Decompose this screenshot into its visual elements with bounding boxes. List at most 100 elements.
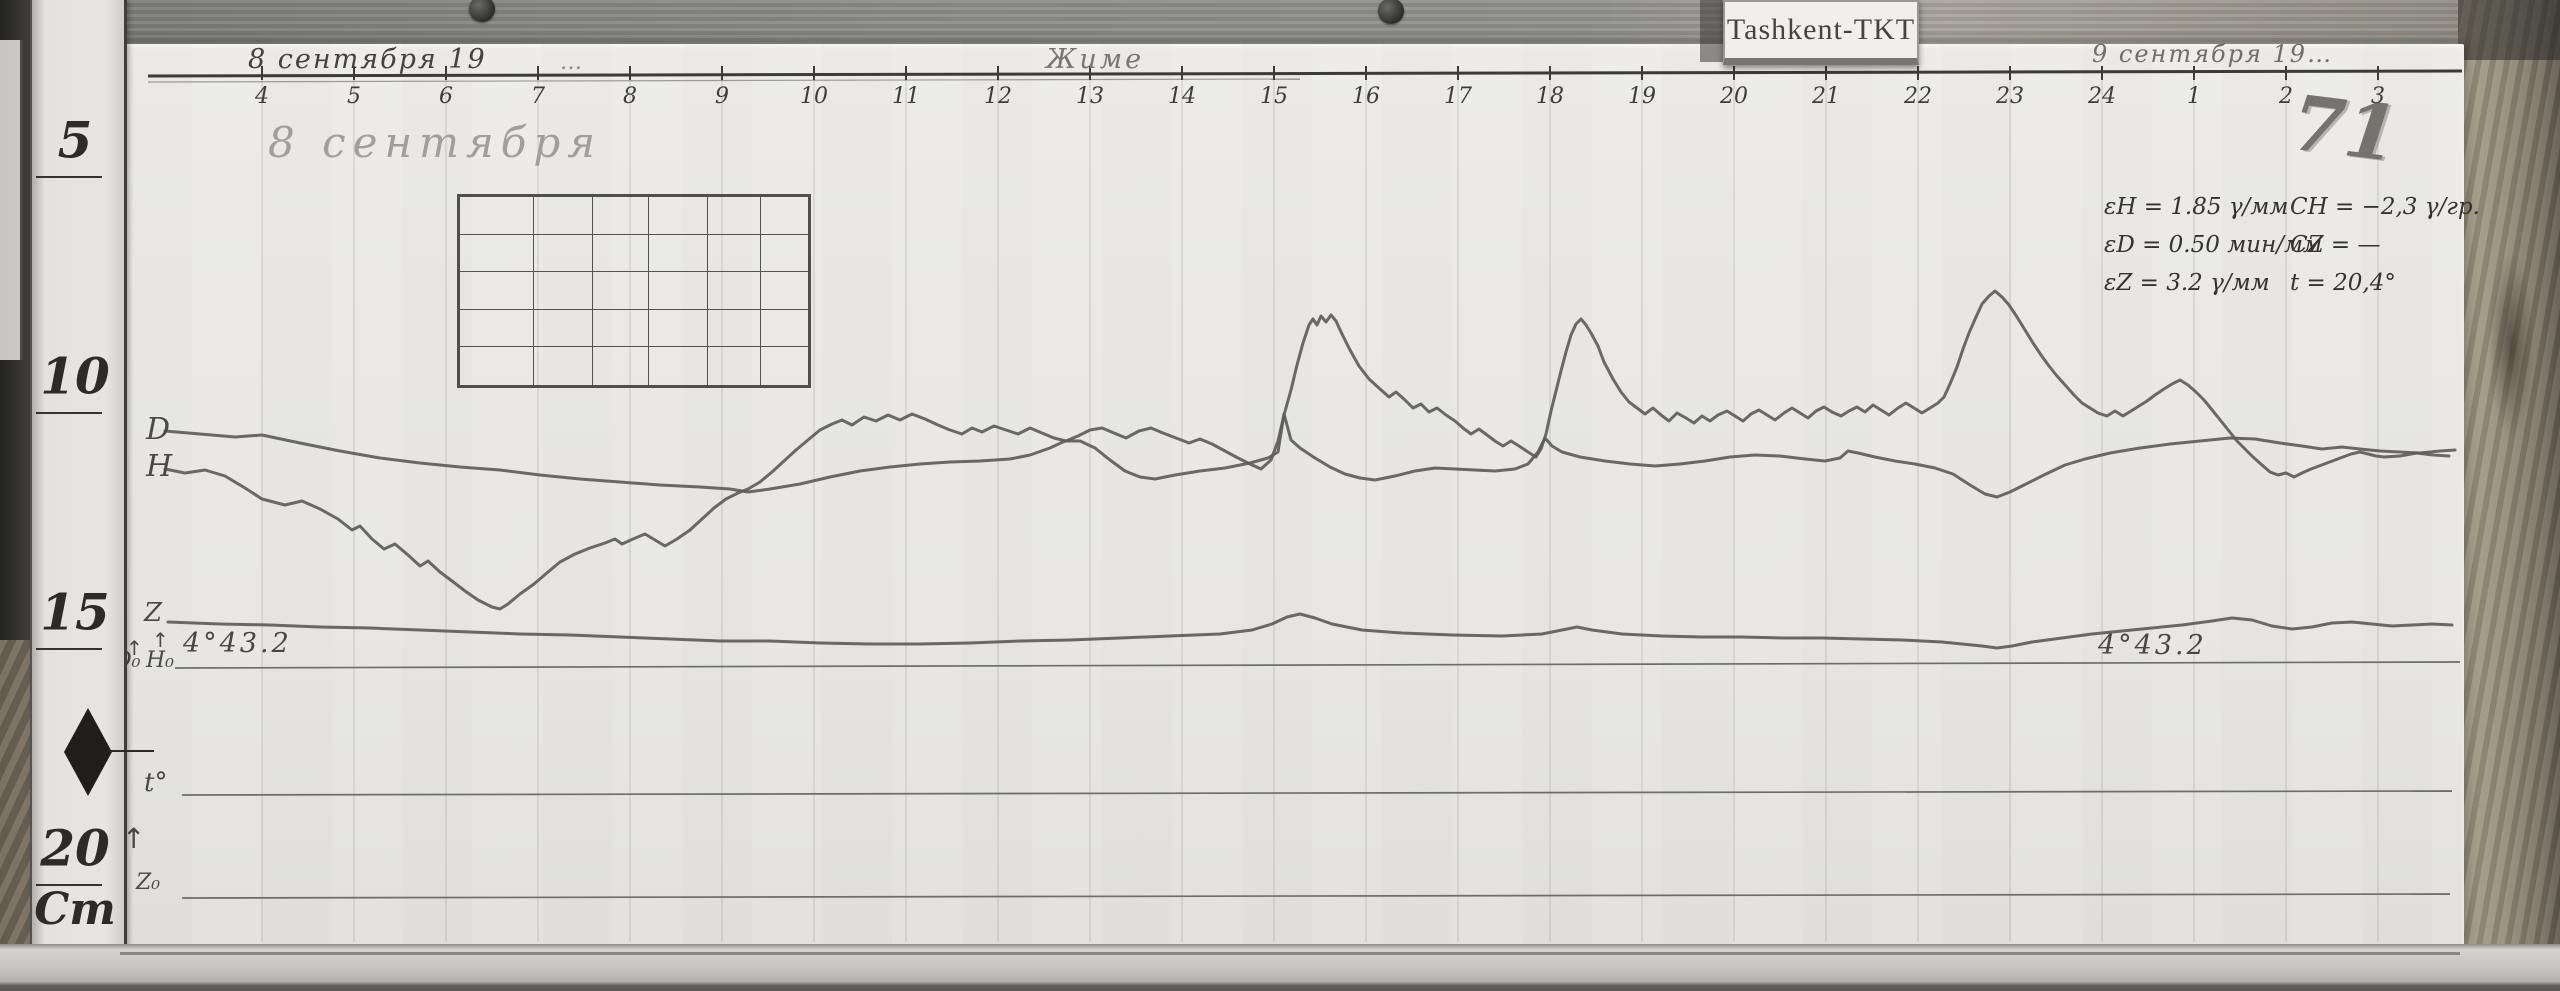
- table-cell: [648, 309, 708, 348]
- baseline-label-h0: H₀: [146, 648, 175, 673]
- up-arrow-icon: ↑: [126, 636, 143, 660]
- hour-label-14: 14: [1168, 84, 1196, 109]
- ruler-mark-5: 5: [57, 110, 93, 170]
- table-cell: [760, 197, 808, 235]
- table-cell: [460, 272, 534, 310]
- baseline-label-z0: Z₀: [136, 870, 161, 895]
- table-cell: [460, 309, 534, 348]
- table-cell: [707, 197, 761, 235]
- table-cell: [649, 347, 708, 385]
- calibration-right: CH = −2,3 γ/гр.: [2290, 194, 2480, 220]
- baseline-value-left: 4°43.2: [183, 628, 292, 659]
- hour-label-9: 9: [715, 84, 729, 109]
- hour-label-12: 12: [984, 84, 1012, 109]
- table-cell: [648, 234, 708, 273]
- ruler-section-line: [36, 648, 102, 650]
- ruler-diamond-marker: [64, 708, 112, 796]
- time-scale-line-secondary: [147, 78, 1301, 83]
- date-end-ink: 9 сентября 19…: [2092, 40, 2334, 68]
- table-cell: [648, 272, 708, 310]
- table-cell: [708, 347, 761, 385]
- date-start-faded-tail: …: [560, 50, 582, 75]
- table-cell: [593, 347, 649, 385]
- up-arrow-icon: ↑: [152, 628, 169, 652]
- table-cell: [592, 309, 649, 348]
- hour-label-3: 3: [2371, 84, 2385, 109]
- table-cell: [533, 272, 593, 310]
- calibration-right: t = 20,4°: [2290, 270, 2396, 296]
- trace-D: [163, 412, 2457, 499]
- hour-label-11: 11: [892, 84, 920, 109]
- ruler-mark-15: 15: [40, 582, 110, 642]
- calibration-left: εH = 1.85 γ/мм: [2104, 194, 2289, 220]
- table-cell: [533, 309, 593, 348]
- hour-label-10: 10: [800, 84, 828, 109]
- Z0-baseline: [181, 893, 2451, 899]
- time-scale-line: [147, 69, 2463, 78]
- table-cell: [760, 310, 808, 348]
- date-start-ink: 8 сентября 19: [248, 44, 487, 75]
- center-handwritten-annotation: Жиме: [1046, 44, 1145, 75]
- ruler-unit-label: Cm: [34, 884, 116, 935]
- hour-label-20: 20: [1720, 84, 1748, 109]
- hour-label-18: 18: [1536, 84, 1564, 109]
- screw-head-icon: [469, 0, 495, 22]
- table-cell: [707, 272, 761, 310]
- table-cell: [460, 197, 534, 235]
- paper-edge-sliver: [0, 40, 23, 360]
- calibration-grid-table: [457, 194, 811, 388]
- wood-shadow: [2458, 0, 2560, 60]
- hour-label-22: 22: [1904, 84, 1932, 109]
- trace-label-h: H: [146, 449, 173, 484]
- screw-head-icon: [1378, 0, 1404, 24]
- table-cell: [592, 234, 649, 273]
- table-cell: [592, 272, 649, 310]
- hour-label-2: 2: [2279, 84, 2293, 109]
- sheet-number: 71: [2286, 77, 2403, 180]
- station-label-card: Tashkent-TKT: [1723, 0, 1919, 65]
- date-start-pencil: 8 сентября: [268, 118, 603, 167]
- hour-label-21: 21: [1812, 84, 1840, 109]
- calibration-left: εZ = 3.2 γ/мм: [2104, 270, 2270, 296]
- calibration-row-2: εZ = 3.2 γ/мм t = 20,4°: [2104, 270, 2434, 308]
- wood-background-top: [0, 0, 2560, 46]
- t-degree-line: [181, 790, 2453, 796]
- ruler-section-line: [36, 884, 102, 886]
- table-cell: [534, 347, 593, 385]
- ruler-section-line: [36, 176, 102, 178]
- table-cell: [460, 234, 534, 273]
- calibration-block: εH = 1.85 γ/мм CH = −2,3 γ/гр. εD = 0.50 м…: [2104, 194, 2480, 308]
- trace-H: [163, 289, 2451, 611]
- card-shadow: [1700, 0, 1724, 62]
- hour-label-5: 5: [347, 84, 361, 109]
- hour-label-19: 19: [1628, 84, 1656, 109]
- calibration-row-1: εD = 0.50 мин/мм CZ = —: [2104, 232, 2434, 270]
- hour-label-16: 16: [1352, 84, 1380, 109]
- hour-label-23: 23: [1996, 84, 2024, 109]
- table-cell: [460, 347, 534, 385]
- hour-label-6: 6: [439, 84, 453, 109]
- hour-label-15: 15: [1260, 84, 1288, 109]
- hour-label-8: 8: [623, 84, 637, 109]
- hour-label-1: 1: [2187, 84, 2201, 109]
- table-cell: [707, 234, 761, 273]
- shelf-edge: [0, 944, 2560, 991]
- calibration-row-0: εH = 1.85 γ/мм CH = −2,3 γ/гр.: [2104, 194, 2480, 232]
- table-cell: [760, 272, 808, 310]
- table-cell: [592, 197, 649, 235]
- D0-H0-baseline: [174, 661, 2461, 669]
- table-cell: [761, 347, 808, 385]
- table-cell: [707, 309, 761, 348]
- hour-label-17: 17: [1444, 84, 1472, 109]
- hour-label-24: 24: [2088, 84, 2116, 109]
- ruler-mark-10: 10: [40, 346, 110, 406]
- ruler-section-line: [36, 412, 102, 414]
- baseline-value-right: 4°43.2: [2098, 630, 2207, 661]
- hour-label-13: 13: [1076, 84, 1104, 109]
- calibration-left: εD = 0.50 мин/мм: [2104, 232, 2323, 258]
- table-cell: [533, 234, 593, 273]
- calibration-right: CZ = —: [2290, 232, 2381, 258]
- table-cell: [648, 197, 708, 235]
- hour-label-4: 4: [255, 84, 269, 109]
- table-cell: [533, 197, 593, 235]
